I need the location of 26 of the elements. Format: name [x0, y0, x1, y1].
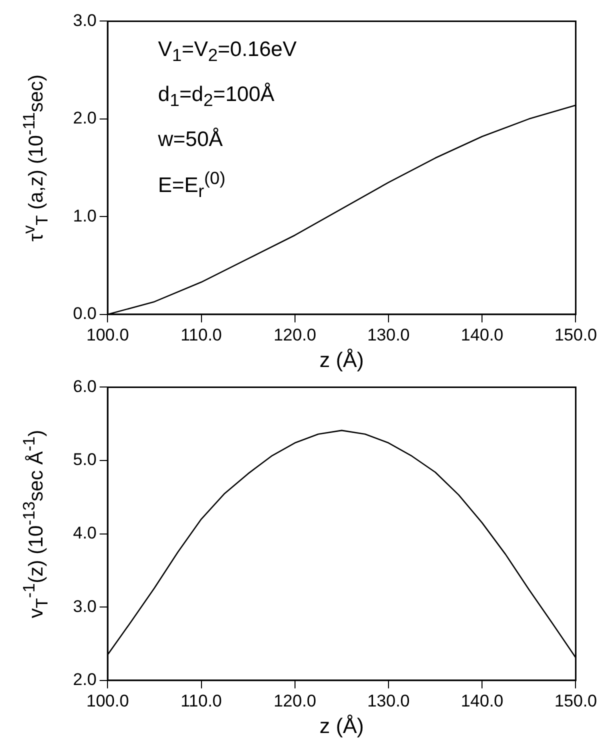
annotation: w=50Å	[158, 126, 224, 154]
x-tick-label: 130.0	[367, 325, 410, 344]
y-tick-label: 3.0	[72, 10, 97, 30]
x-axis-title: z (Å)	[320, 348, 364, 372]
x-tick-label: 150.0	[554, 691, 598, 710]
y-tick-label: 0.0	[72, 304, 97, 324]
annotation: d$_{1}$=d$_{2}$=100Å	[158, 82, 276, 112]
y-tick-label: 4.0	[72, 523, 97, 542]
x-tick-label: 140.0	[460, 325, 504, 344]
y-tick-label: 3.0	[72, 596, 97, 616]
x-axis-title: z (Å)	[320, 714, 364, 738]
y-tick-label: 1.0	[72, 206, 97, 226]
x-tick-label: 100.0	[86, 325, 129, 344]
x-tick-label: 140.0	[460, 691, 504, 710]
x-tick-label: 150.0	[554, 325, 598, 344]
x-tick-label: 110.0	[180, 691, 222, 710]
x-tick-label: 110.0	[180, 325, 222, 344]
x-tick-label: 120.0	[274, 691, 316, 710]
x-tick-label: 120.0	[274, 325, 316, 344]
y-tick-label: 5.0	[72, 450, 97, 470]
y-tick-label: 6.0	[72, 376, 97, 396]
y-tick-label: 2.0	[72, 670, 97, 690]
annotation: V$_{1}$=V$_{2}$=0.16eV	[158, 37, 297, 68]
x-tick-label: 100.0	[86, 691, 129, 710]
y-tick-label: 2.0	[72, 108, 97, 128]
x-tick-label: 130.0	[367, 691, 410, 710]
